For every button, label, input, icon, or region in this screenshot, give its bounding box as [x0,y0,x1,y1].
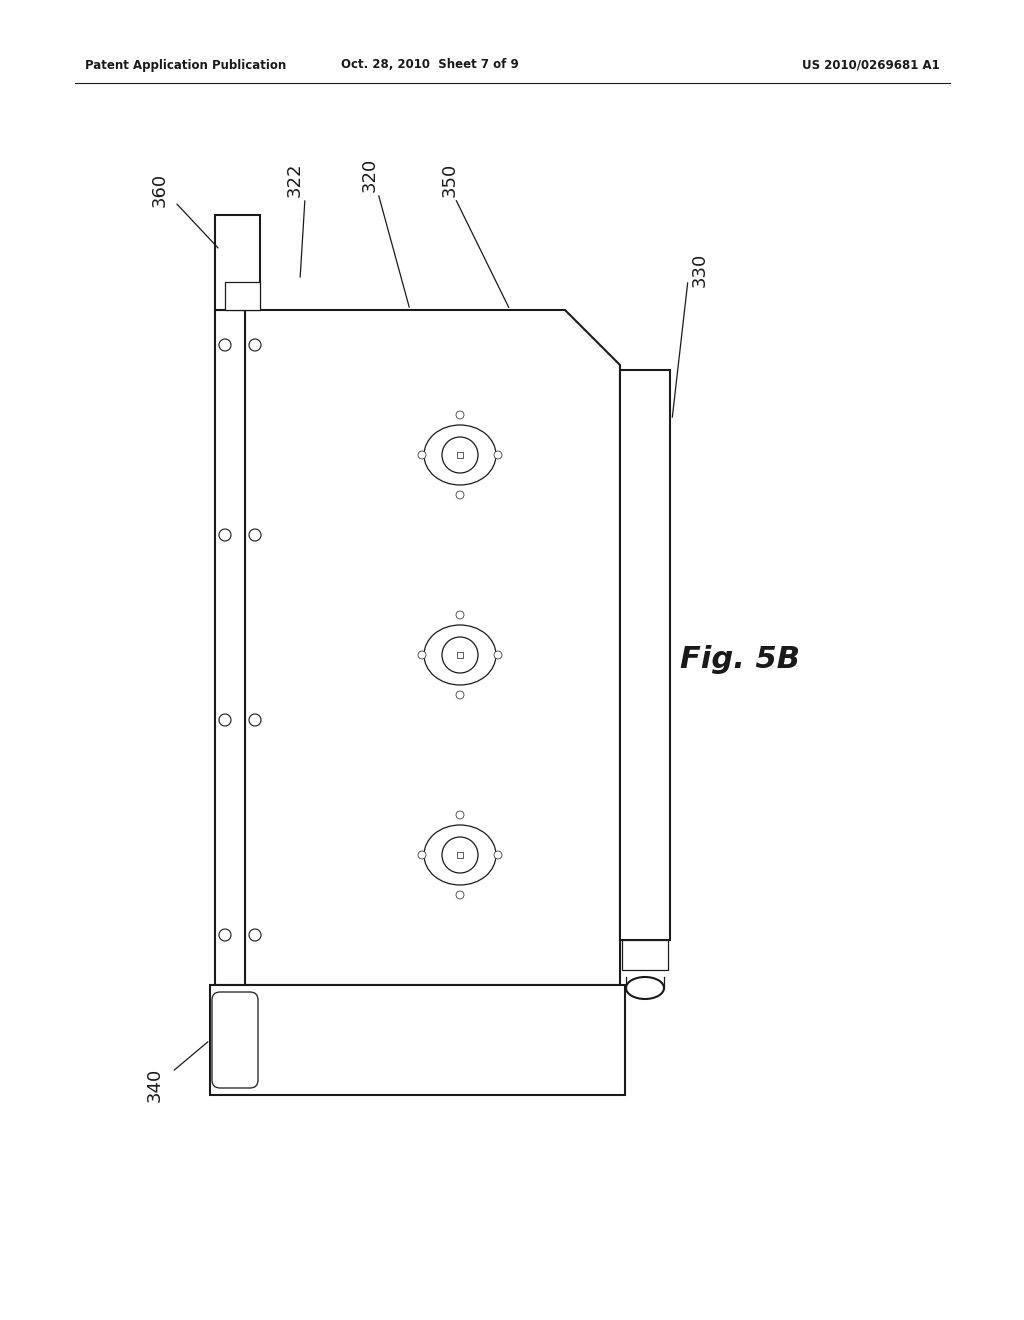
Circle shape [494,451,502,459]
Circle shape [219,529,231,541]
Circle shape [456,891,464,899]
Text: US 2010/0269681 A1: US 2010/0269681 A1 [802,58,940,71]
Text: Patent Application Publication: Patent Application Publication [85,58,287,71]
Circle shape [456,411,464,418]
FancyBboxPatch shape [212,993,258,1088]
Text: 330: 330 [691,253,709,288]
Ellipse shape [626,977,664,999]
Text: 320: 320 [361,158,379,193]
Circle shape [442,638,478,673]
Circle shape [456,491,464,499]
Bar [215,310,245,985]
Ellipse shape [424,825,496,884]
Circle shape [442,837,478,873]
Text: 340: 340 [146,1068,164,1102]
Bar [620,370,670,940]
Bar [457,652,463,657]
Bar [225,282,260,310]
Circle shape [418,851,426,859]
Circle shape [249,339,261,351]
Circle shape [249,529,261,541]
Circle shape [219,929,231,941]
Circle shape [456,611,464,619]
Text: Oct. 28, 2010  Sheet 7 of 9: Oct. 28, 2010 Sheet 7 of 9 [341,58,519,71]
Circle shape [494,651,502,659]
Ellipse shape [424,425,496,484]
Bar [457,851,463,858]
Circle shape [494,851,502,859]
Circle shape [249,714,261,726]
Circle shape [456,690,464,700]
Circle shape [442,437,478,473]
Circle shape [219,339,231,351]
Bar [215,215,260,310]
Bar [210,985,625,1096]
Circle shape [418,451,426,459]
Circle shape [418,651,426,659]
Polygon shape [245,310,620,985]
Text: 360: 360 [151,173,169,207]
Text: 350: 350 [441,162,459,197]
Bar [622,940,668,970]
Text: 322: 322 [286,162,304,197]
Circle shape [219,714,231,726]
Bar [457,451,463,458]
Text: Fig. 5B: Fig. 5B [680,645,800,675]
Circle shape [456,810,464,818]
Ellipse shape [424,624,496,685]
Circle shape [249,929,261,941]
